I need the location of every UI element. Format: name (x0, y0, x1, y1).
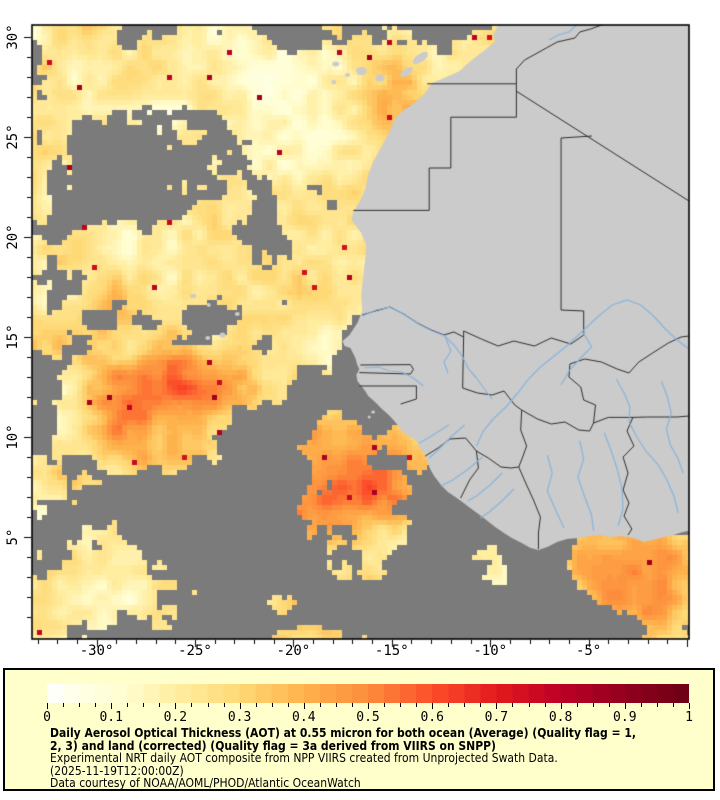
y-axis-label: 15° (5, 324, 21, 350)
colorbar-tick (368, 703, 369, 709)
x-axis-label: -25° (178, 643, 212, 659)
colorbar-tick (576, 703, 578, 707)
x-axis-label: -5° (575, 643, 602, 659)
colorbar-tick (207, 703, 209, 707)
legend-subtitle: Experimental NRT daily AOT composite fro… (50, 751, 558, 765)
colorbar-tick (400, 703, 402, 707)
colorbar-tick (608, 703, 610, 707)
colorbar-tick (656, 703, 658, 707)
y-axis-label: 25° (5, 124, 21, 150)
x-axis-label: -15° (374, 643, 409, 659)
colorbar-label: 0.5 (356, 710, 380, 725)
colorbar-tick (95, 703, 97, 707)
legend-title-line1: Daily Aerosol Optical Thickness (AOT) at… (50, 726, 636, 740)
colorbar-tick (303, 703, 305, 709)
colorbar-tick (127, 703, 129, 707)
colorbar-tick (528, 703, 530, 707)
colorbar-tick (384, 703, 386, 707)
legend-credit: Data courtesy of NOAA/AOML/PHOD/Atlantic… (50, 776, 361, 790)
aot-map-canvas (0, 0, 720, 660)
colorbar-tick (512, 703, 514, 707)
colorbar-tick (255, 703, 257, 707)
colorbar-tick (640, 703, 642, 707)
colorbar-tick (689, 703, 690, 709)
colorbar-label: 0.1 (99, 710, 123, 725)
colorbar-tick (223, 703, 225, 707)
colorbar-tick (239, 703, 241, 709)
x-axis-label: -10° (473, 643, 508, 659)
colorbar-tick (416, 703, 418, 707)
colorbar-label: 1 (685, 710, 693, 725)
colorbar-label: 0.3 (227, 710, 252, 725)
colorbar-tick (175, 703, 177, 709)
colorbar-tick (672, 703, 674, 707)
x-axis-label: -30° (79, 643, 114, 659)
colorbar-tick (448, 703, 450, 707)
colorbar-label: 0.6 (420, 710, 444, 725)
colorbar-tick (335, 703, 337, 707)
colorbar-label: 0 (43, 710, 51, 725)
y-axis-label: 30° (5, 24, 21, 50)
y-axis-label: 5° (5, 528, 21, 546)
colorbar-tick (319, 703, 321, 707)
colorbar-tick (624, 703, 626, 709)
colorbar-tick (111, 703, 113, 709)
colorbar-tick (496, 703, 498, 709)
legend-title-line2: 2, 3) and land (corrected) (Quality flag… (50, 738, 496, 753)
colorbar-tick (159, 703, 161, 707)
colorbar-tick (480, 703, 482, 707)
x-axis-label: -20° (276, 643, 311, 659)
colorbar-tick (432, 703, 434, 709)
colorbar-tick (592, 703, 594, 707)
colorbar-label: 0.2 (163, 710, 188, 725)
colorbar-label: 0.9 (613, 710, 637, 725)
colorbar-label: 0.8 (548, 710, 573, 725)
y-axis-label: 10° (5, 424, 21, 450)
colorbar-tick (47, 703, 48, 709)
colorbar-label: 0.4 (292, 710, 316, 725)
colorbar-tick (351, 703, 353, 707)
colorbar-tick (143, 703, 145, 707)
colorbar (47, 684, 689, 703)
colorbar-tick (560, 703, 562, 709)
colorbar-tick (191, 703, 193, 707)
y-axis-label: 20° (5, 224, 21, 250)
legend-timestamp: (2025-11-19T12:00:00Z) (50, 763, 184, 778)
colorbar-label: 0.7 (484, 710, 509, 725)
legend-panel: 0 0.1 0.2 0.3 0.4 0.5 0.6 0.7 0.8 0.9 1 Daily Aero… (3, 668, 715, 791)
colorbar-tick (63, 703, 65, 707)
colorbar-tick (271, 703, 273, 707)
colorbar-tick (544, 703, 546, 707)
colorbar-tick (287, 703, 289, 707)
colorbar-tick (464, 703, 466, 707)
colorbar-tick (79, 703, 81, 707)
